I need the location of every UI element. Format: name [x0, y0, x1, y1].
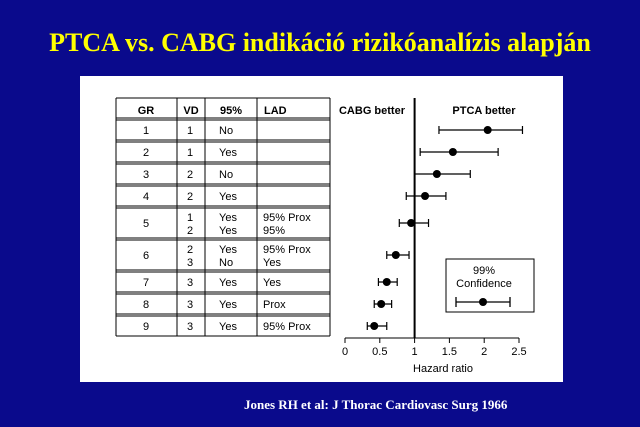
- estimate-dot: [391, 251, 400, 259]
- table-header: VD: [183, 105, 198, 117]
- legend: 99% Confidence: [445, 258, 535, 313]
- estimate-row-7: [377, 278, 398, 286]
- estimate-row-5: [398, 219, 430, 227]
- table-header: LAD: [264, 105, 287, 117]
- cell-lad: 95%: [263, 225, 285, 237]
- estimate-dot: [432, 170, 441, 178]
- cell-lad: Yes: [263, 257, 281, 269]
- cell-lad: Yes: [263, 277, 281, 289]
- estimate-dot: [382, 278, 391, 286]
- cell-gr: 8: [143, 299, 149, 311]
- cell-vd: 2: [187, 191, 193, 203]
- cell-95: No: [219, 125, 233, 137]
- estimate-dot: [407, 219, 416, 227]
- legend-estimate-dot: [479, 298, 487, 306]
- estimate-row-3: [414, 170, 471, 178]
- cell-gr: 3: [143, 169, 149, 181]
- estimates: [366, 126, 524, 330]
- cell-95: Yes: [219, 277, 237, 289]
- cell-vd: 3: [187, 321, 193, 333]
- x-axis-ticks: 0 0.5 1 1.5 2 2.5: [342, 338, 527, 358]
- ptca-better-header: PTCA better: [452, 105, 516, 117]
- x-axis-label: Hazard ratio: [413, 363, 473, 375]
- cell-vd: 3: [187, 277, 193, 289]
- estimate-row-8: [373, 300, 393, 308]
- cell-gr: 6: [143, 250, 149, 262]
- x-tick-label: 0.5: [372, 346, 387, 358]
- table-header: 95%: [220, 105, 242, 117]
- cell-gr: 1: [143, 125, 149, 137]
- cell-lad: Prox: [263, 299, 286, 311]
- cabg-better-header: CABG better: [339, 105, 406, 117]
- cell-95: Yes: [219, 147, 237, 159]
- estimate-dot: [370, 322, 379, 330]
- estimate-row-1: [438, 126, 524, 134]
- legend-title-line1: 99%: [473, 265, 495, 277]
- estimate-row-6: [386, 251, 410, 259]
- legend-title-line2: Confidence: [456, 278, 512, 290]
- table-grid: [115, 97, 331, 337]
- figure-panel: GR VD 95% LAD 1 1 No 2 1 Yes 3 2 No 4 2 Yes 5 1 Yes 95% Pro…: [80, 76, 563, 382]
- cell-vd: 1: [187, 147, 193, 159]
- estimate-dot: [377, 300, 386, 308]
- estimate-dot: [421, 192, 430, 200]
- cell-95: Yes: [219, 244, 237, 256]
- x-tick-label: 0: [342, 346, 348, 358]
- x-tick-label: 2.5: [511, 346, 526, 358]
- estimate-dot: [448, 148, 457, 156]
- cell-lad: 95% Prox: [263, 212, 311, 224]
- cell-vd: 2: [187, 225, 193, 237]
- cell-95: Yes: [219, 212, 237, 224]
- estimate-dot: [483, 126, 492, 134]
- cell-95: Yes: [219, 225, 237, 237]
- cell-gr: 5: [143, 218, 149, 230]
- cell-vd: 3: [187, 257, 193, 269]
- cell-95: No: [219, 257, 233, 269]
- citation: Jones RH et al: J Thorac Cardiovasc Surg…: [244, 397, 508, 412]
- cell-vd: 2: [187, 244, 193, 256]
- estimate-row-2: [419, 148, 499, 156]
- cell-vd: 2: [187, 169, 193, 181]
- slide-title: PTCA vs. CABG indikáció rizikóanalízis a…: [49, 28, 591, 57]
- cell-lad: 95% Prox: [263, 321, 311, 333]
- cell-lad: 95% Prox: [263, 244, 311, 256]
- table-header: GR: [138, 105, 155, 117]
- cell-95: Yes: [219, 191, 237, 203]
- x-tick-label: 1.5: [442, 346, 457, 358]
- cell-gr: 4: [143, 191, 149, 203]
- estimate-row-4: [405, 192, 447, 200]
- cell-gr: 2: [143, 147, 149, 159]
- cell-95: Yes: [219, 299, 237, 311]
- legend-box: [445, 258, 535, 313]
- cell-gr: 7: [143, 277, 149, 289]
- cell-vd: 1: [187, 125, 193, 137]
- cell-gr: 9: [143, 321, 149, 333]
- x-tick-label: 1: [412, 346, 418, 358]
- cell-95: No: [219, 169, 233, 181]
- cell-95: Yes: [219, 321, 237, 333]
- cell-vd: 1: [187, 212, 193, 224]
- cell-vd: 3: [187, 299, 193, 311]
- x-tick-label: 2: [481, 346, 487, 358]
- estimate-row-9: [366, 322, 388, 330]
